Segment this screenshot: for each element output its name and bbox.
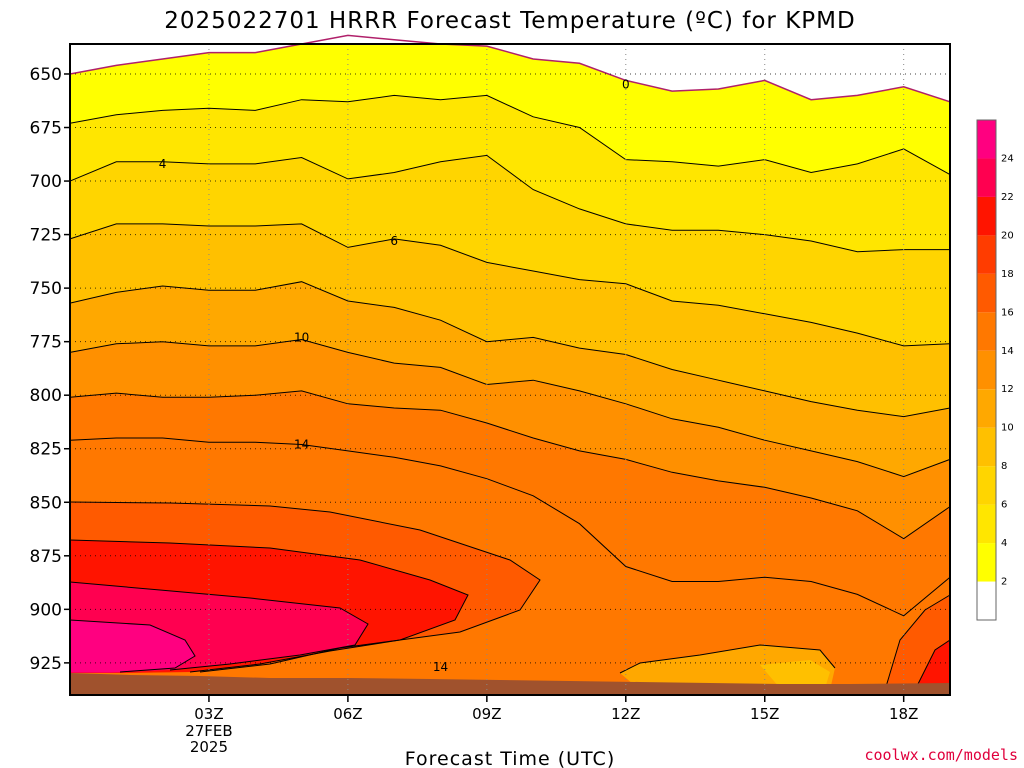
colorbar-swatch-9 <box>977 235 996 274</box>
contour-labels: 4 6 10 14 14 0 <box>159 78 630 674</box>
isotherm-6 <box>69 223 951 347</box>
colorbar-label-2: 2 <box>1001 577 1007 588</box>
x-tick-label-15Z: 15Z <box>750 705 779 723</box>
x-date-line-0: 27FEB <box>185 722 232 740</box>
colorbar-label-4: 4 <box>1001 538 1007 549</box>
contour-label-1: 6 <box>390 234 398 248</box>
colorbar-label-6: 6 <box>1001 500 1007 511</box>
y-tick-label-850: 850 <box>30 493 62 513</box>
isotherm-8 <box>69 281 951 418</box>
colorbar-swatch-1 <box>977 543 996 582</box>
hot-core-region <box>70 502 950 690</box>
isotherm-lines <box>69 34 951 617</box>
isotherm-0 <box>69 34 951 103</box>
y-tick-label-900: 900 <box>30 600 62 620</box>
band-below-0 <box>70 35 950 102</box>
x-tick-label-18Z: 18Z <box>889 705 918 723</box>
x-axis-label: Forecast Time (UTC) <box>405 748 615 768</box>
temperature-bands <box>70 35 950 616</box>
contour-label-0: 4 <box>159 157 167 171</box>
y-tick-label-800: 800 <box>30 386 62 406</box>
band-22-24 <box>70 620 195 672</box>
y-tick-label-875: 875 <box>30 547 62 567</box>
colorbar-label-8: 8 <box>1001 461 1007 472</box>
plot-frame <box>69 43 951 696</box>
colorbar-swatch-0 <box>977 581 996 620</box>
terrain-ground <box>70 673 950 695</box>
x-tick-label-06Z: 06Z <box>333 705 362 723</box>
warm-edge-inner <box>915 640 950 690</box>
colorbar-label-16: 16 <box>1001 307 1014 318</box>
y-tick-label-775: 775 <box>30 333 62 353</box>
y-tick-label-675: 675 <box>30 119 62 139</box>
isotherm-14 <box>69 437 951 617</box>
colorbar-swatch-6 <box>977 350 996 390</box>
colorbar-swatch-2 <box>977 504 996 544</box>
isotherm-10 <box>69 338 951 478</box>
credit-text: coolwx.com/models <box>864 746 1018 764</box>
colorbar-label-24: 24 <box>1001 153 1014 164</box>
y-tick-label-650: 650 <box>30 65 62 85</box>
isotherm-12 <box>69 390 951 540</box>
colorbar-swatch-11 <box>977 158 996 197</box>
x-tick-label-03Z: 03Z <box>194 705 223 723</box>
y-tick-label-825: 825 <box>30 440 62 460</box>
y-tick-label-700: 700 <box>30 172 62 192</box>
grid-lines <box>70 44 950 695</box>
contour-label-3: 14 <box>294 437 309 451</box>
y-tick-label-925: 925 <box>30 654 62 674</box>
chart-title: 2025022701 HRRR Forecast Temperature (ºC… <box>164 8 855 34</box>
y-tick-label-750: 750 <box>30 279 62 299</box>
colorbar-swatch-8 <box>977 273 996 313</box>
isotherm-2 <box>69 94 951 176</box>
core-contours <box>69 501 951 691</box>
x-date-line-1: 2025 <box>190 738 228 756</box>
colorbar-label-20: 20 <box>1001 230 1014 241</box>
contour-label-4: 14 <box>433 660 448 674</box>
colorbar-swatch-4 <box>977 427 996 467</box>
x-tick-label-09Z: 09Z <box>472 705 501 723</box>
x-tick-label-12Z: 12Z <box>611 705 640 723</box>
colorbar-swatch-12 <box>977 120 996 159</box>
colorbar-label-10: 10 <box>1001 423 1014 434</box>
cool-pocket-inner <box>760 660 830 688</box>
colorbar-label-12: 12 <box>1001 384 1014 395</box>
colorbar-label-18: 18 <box>1001 269 1014 280</box>
colorbar-swatch-10 <box>977 196 996 236</box>
y-axis: 650 675 700 725 750 775 800 825 850 875 900 925 <box>30 65 70 674</box>
contour-label-5: 0 <box>622 78 630 92</box>
colorbar-swatch-7 <box>977 312 996 351</box>
contour-label-2: 10 <box>294 330 309 344</box>
colorbar-label-22: 22 <box>1001 192 1014 203</box>
y-tick-label-725: 725 <box>30 226 62 246</box>
colorbar-frame <box>976 119 997 621</box>
plot-area: 4 6 10 14 14 0 <box>69 34 951 696</box>
colorbar-label-14: 14 <box>1001 346 1014 357</box>
colorbar-swatch-5 <box>977 389 996 428</box>
colorbar-swatch-3 <box>977 466 996 505</box>
isotherm-4 <box>69 154 950 253</box>
